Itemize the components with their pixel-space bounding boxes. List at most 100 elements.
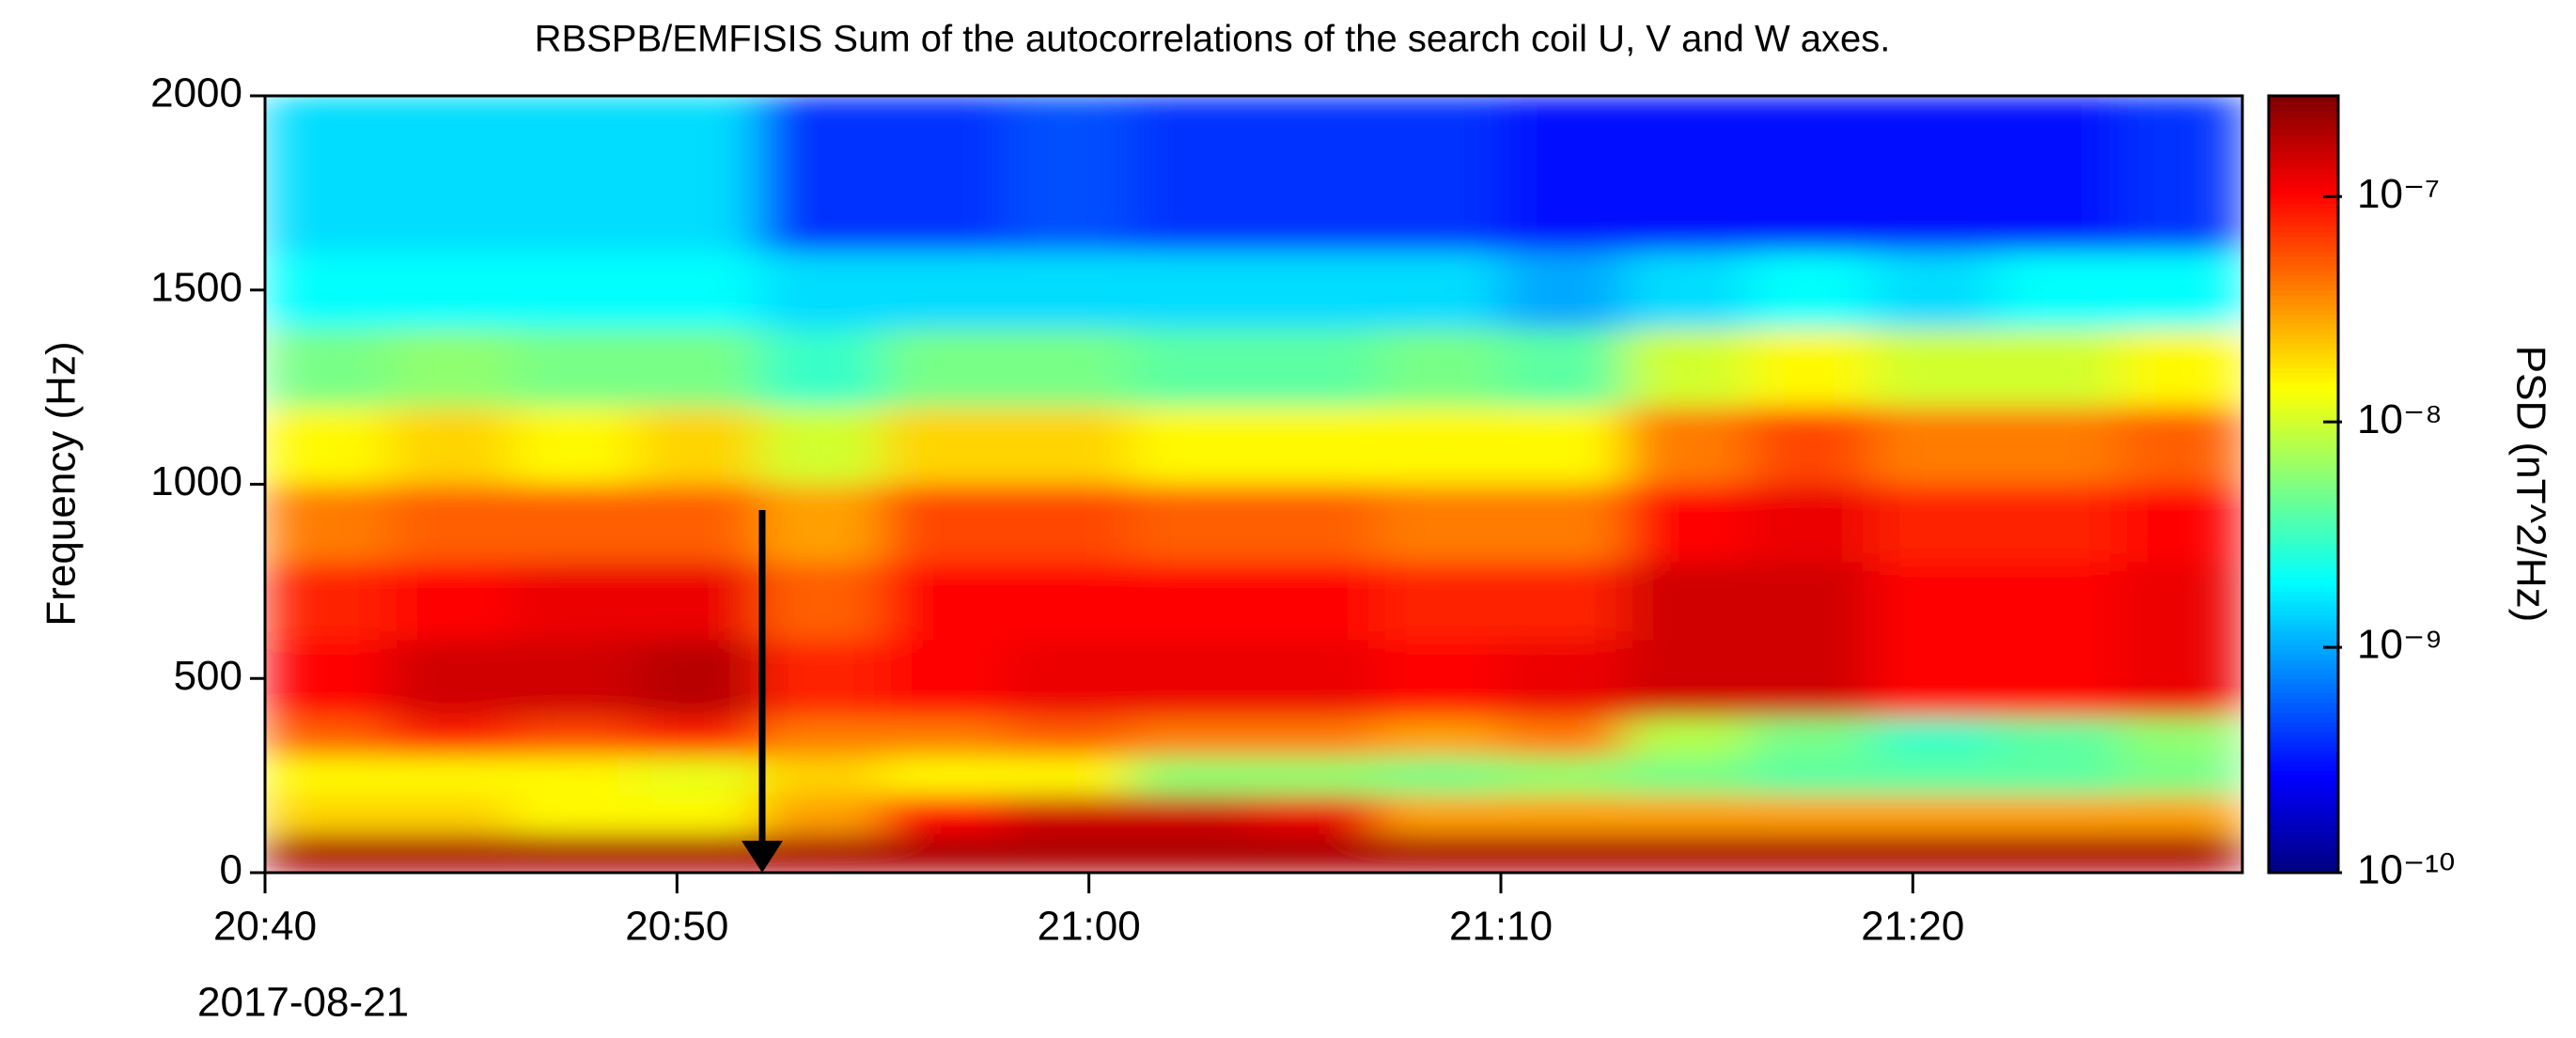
cell [882, 250, 1007, 330]
cell [1871, 96, 1996, 252]
cell [511, 639, 636, 719]
colorbar-cell [2269, 110, 2338, 116]
cell [1006, 561, 1131, 641]
colorbar-cell [2269, 411, 2338, 417]
cell [511, 96, 636, 252]
colorbar-cell [2269, 571, 2338, 578]
colorbar-cell [2269, 415, 2338, 422]
colorbar-cell [2269, 751, 2338, 757]
cell [1500, 406, 1625, 485]
colorbar-cell [2269, 406, 2338, 412]
colorbar-cell [2269, 862, 2338, 869]
colorbar-cell [2269, 303, 2338, 310]
colorbar-cell [2269, 852, 2338, 859]
colorbar-cell [2269, 454, 2338, 461]
colorbar-cell [2269, 348, 2338, 354]
cell [1006, 96, 1131, 252]
colorbar-cell [2269, 343, 2338, 349]
cell [1253, 250, 1378, 330]
cell [635, 484, 760, 563]
cell [635, 96, 760, 252]
colorbar-cell [2269, 736, 2338, 742]
colorbar-cell [2269, 386, 2338, 393]
colorbar-cell [2269, 357, 2338, 364]
colorbar-cell [2269, 372, 2338, 379]
cell [1253, 639, 1378, 719]
cell [265, 794, 389, 835]
cell [882, 794, 1007, 835]
cell [1747, 717, 1872, 757]
cell [1871, 833, 1996, 873]
cell [1253, 755, 1378, 796]
colorbar-cell [2269, 838, 2338, 844]
colorbar-cell [2269, 867, 2338, 874]
x-tick-label: 20:50 [625, 904, 728, 950]
cell [635, 717, 760, 757]
cell [882, 406, 1007, 485]
cell [511, 561, 636, 641]
colorbar-cell [2269, 168, 2338, 175]
cell [265, 755, 389, 796]
colorbar-cell [2269, 658, 2338, 665]
colorbar-cell [2269, 285, 2338, 291]
cell [1253, 833, 1378, 873]
colorbar-cell [2269, 173, 2338, 179]
cell [635, 328, 760, 408]
cell [1130, 717, 1255, 757]
cell [1253, 717, 1378, 757]
colorbar-cell [2269, 565, 2338, 573]
colorbar-cell [2269, 547, 2338, 553]
colorbar-cell [2269, 187, 2338, 194]
colorbar-cell [2269, 653, 2338, 660]
cell [1747, 833, 1872, 873]
colorbar-cell [2269, 430, 2338, 437]
cell [1377, 484, 1502, 563]
cell [1994, 794, 2119, 835]
y-tick-label: 1000 [150, 458, 242, 504]
cell [2118, 561, 2242, 641]
cell [1747, 755, 1872, 796]
colorbar-cell [2269, 153, 2338, 160]
arrow-annotation [742, 510, 783, 873]
cell [1994, 406, 2119, 485]
cell [882, 833, 1007, 873]
cell [1747, 484, 1872, 563]
y-axis-label: Frequency (Hz) [39, 341, 85, 626]
colorbar-cell [2269, 706, 2338, 713]
colorbar-cell [2269, 643, 2338, 650]
cell [1994, 328, 2119, 408]
colorbar-cell [2269, 464, 2338, 471]
y-tick-label: 2000 [150, 70, 242, 116]
cell [1130, 639, 1255, 719]
cell [265, 561, 389, 641]
cell [1994, 717, 2119, 757]
colorbar-cell [2269, 513, 2338, 519]
cell [1747, 794, 1872, 835]
colorbar-cell [2269, 391, 2338, 397]
cell [1006, 717, 1131, 757]
cell [1006, 794, 1131, 835]
cell [1377, 561, 1502, 641]
colorbar-cell [2269, 473, 2338, 480]
cell [1624, 639, 1749, 719]
cell [1994, 561, 2119, 641]
cell [882, 717, 1007, 757]
colorbar-cell [2269, 226, 2338, 233]
colorbar-cell [2269, 245, 2338, 252]
cell [635, 755, 760, 796]
colorbar-cell [2269, 270, 2338, 276]
colorbar-label: PSD (nT^2/Hz) [2507, 346, 2553, 622]
colorbar-cell [2269, 804, 2338, 811]
cell [2118, 639, 2242, 719]
colorbar-frame [2267, 94, 2340, 875]
cell [1130, 833, 1255, 873]
cell [882, 561, 1007, 641]
cell [882, 484, 1007, 563]
cell [1006, 250, 1131, 330]
cell [1871, 406, 1996, 485]
colorbar-cell [2269, 104, 2338, 112]
colorbar-cell [2269, 809, 2338, 815]
colorbar-cell [2269, 581, 2338, 587]
colorbar-cell [2269, 527, 2338, 534]
